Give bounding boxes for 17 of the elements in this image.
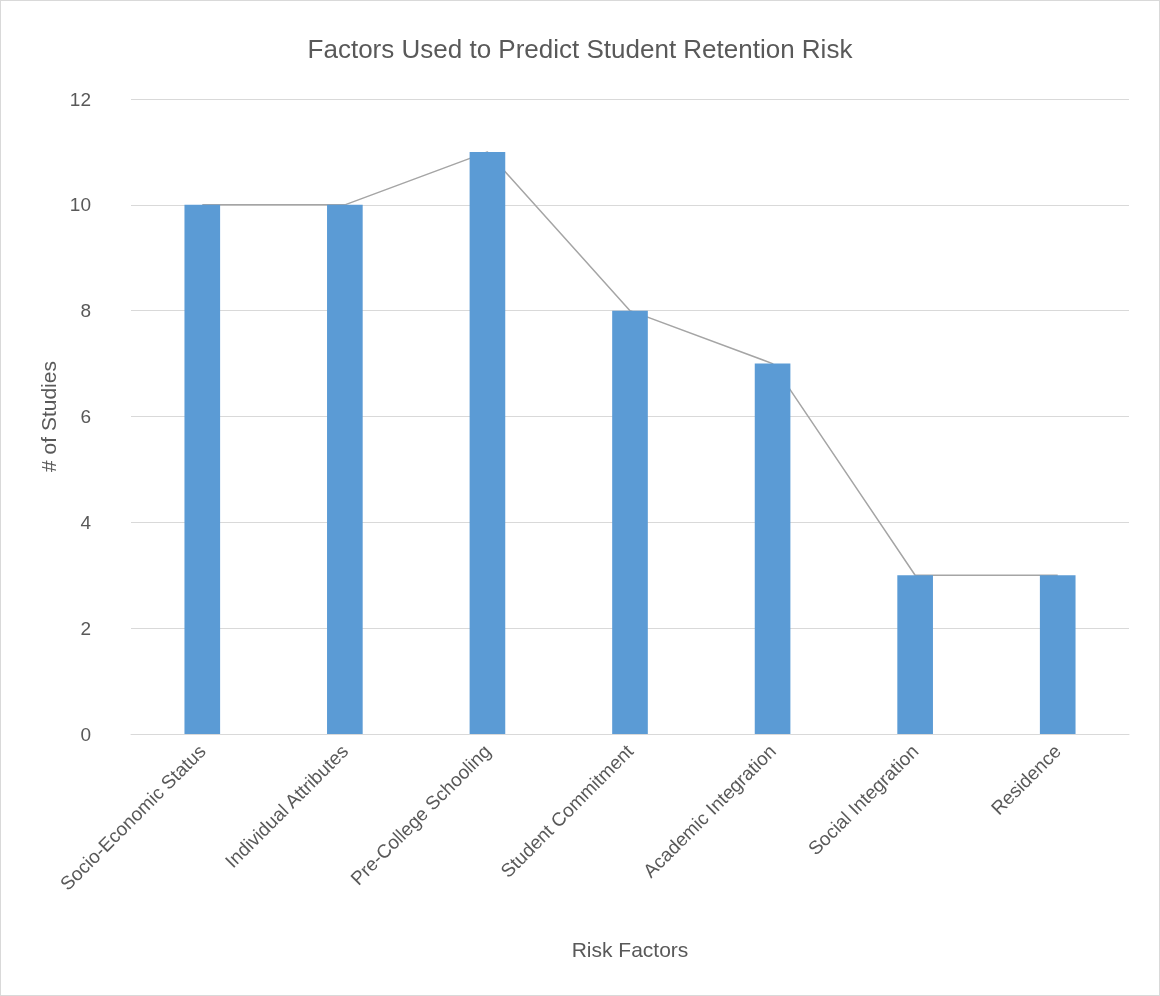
bar — [897, 575, 933, 734]
bar — [327, 204, 363, 734]
bar — [754, 363, 791, 734]
bar — [612, 310, 648, 734]
y-tick-label: 2 — [80, 617, 91, 639]
y-tick-label: 6 — [80, 406, 91, 427]
chart-title: Factors Used to Predict Student Retention Risk — [307, 34, 854, 64]
y-tick-label: 12 — [69, 88, 91, 110]
y-tick-label: 0 — [80, 723, 91, 745]
bar — [184, 204, 221, 734]
bar — [1039, 575, 1076, 734]
y-tick-label: 10 — [69, 194, 91, 216]
x-axis-title: Risk Factors — [571, 938, 689, 961]
y-tick-label: 4 — [80, 511, 92, 533]
y-axis-title: # of Studies — [36, 361, 60, 472]
y-tick-label: 8 — [80, 300, 91, 322]
bar — [469, 151, 506, 734]
